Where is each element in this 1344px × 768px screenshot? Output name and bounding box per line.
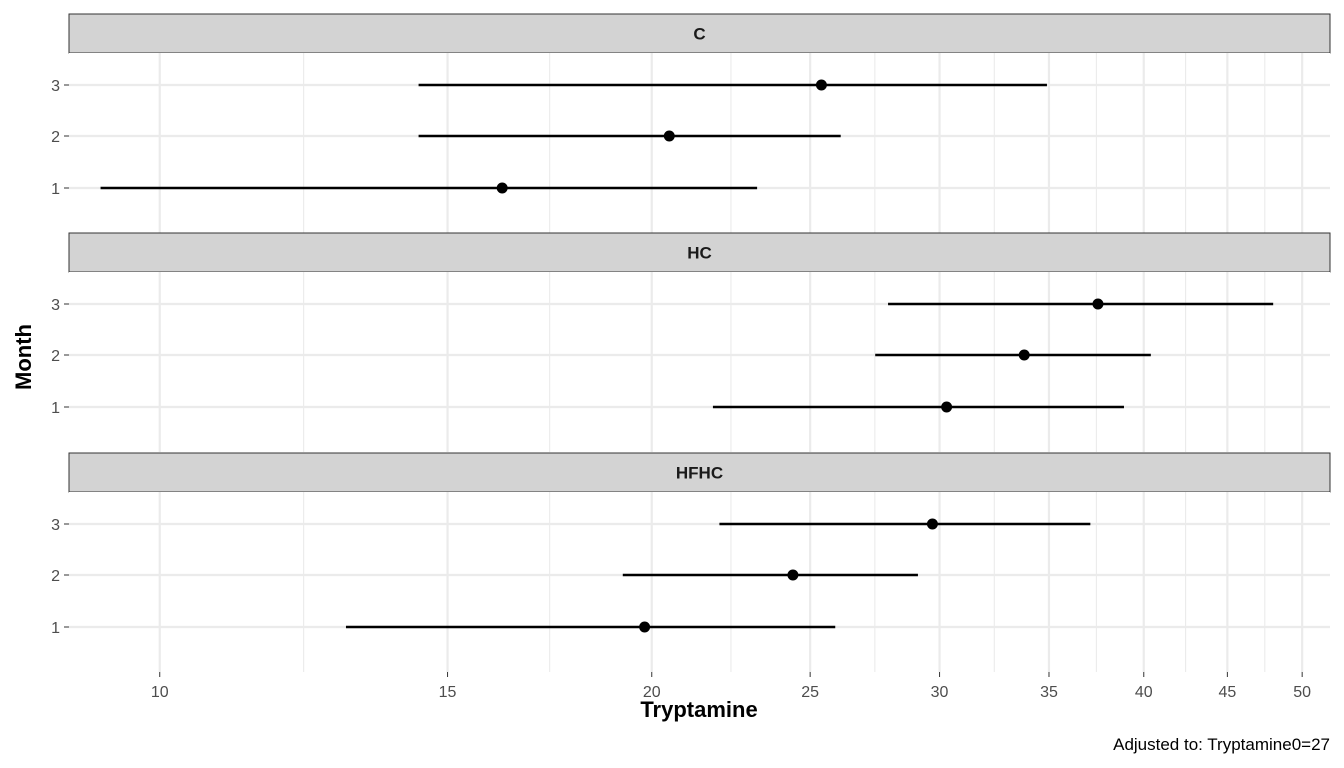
x-tick-label: 20 [643, 684, 661, 701]
y-tick-label: 3 [51, 297, 60, 314]
facet-strip [68, 232, 1331, 273]
x-tick-label: 15 [439, 684, 457, 701]
chart-caption: Adjusted to: Tryptamine0=27 [1113, 735, 1330, 754]
panel-background [69, 53, 1330, 233]
estimate-point [496, 182, 508, 194]
estimate-point [639, 621, 651, 633]
y-tick-label: 1 [51, 181, 60, 198]
x-axis-title: Tryptamine [640, 697, 757, 722]
y-tick-label: 2 [51, 568, 60, 585]
facet-strip-label: C [693, 25, 705, 44]
y-axis-title: Month [11, 324, 36, 390]
x-tick-label: 40 [1135, 684, 1153, 701]
y-tick-label: 2 [51, 348, 60, 365]
facet-strip [68, 452, 1331, 493]
x-tick-label: 35 [1040, 684, 1058, 701]
x-tick-label: 10 [151, 684, 169, 701]
x-tick-label: 50 [1293, 684, 1311, 701]
facet-strip-label: HFHC [676, 464, 723, 483]
estimate-point [815, 79, 827, 91]
estimate-point [787, 569, 799, 581]
x-tick-label: 45 [1218, 684, 1236, 701]
x-tick-label: 30 [931, 684, 949, 701]
estimate-point [663, 130, 675, 142]
estimate-point [1092, 298, 1104, 310]
x-axis: 10 15 20 25 30 35 40 45 50 [151, 672, 1311, 701]
y-tick-label: 1 [51, 400, 60, 417]
facet-hc: HC 1 2 3 [51, 232, 1331, 452]
estimate-point [1018, 349, 1030, 361]
panel-background [69, 492, 1330, 672]
panel-background [69, 272, 1330, 452]
y-tick-label: 3 [51, 517, 60, 534]
facet-strip-label: HC [687, 244, 712, 263]
x-tick-label: 25 [801, 684, 819, 701]
y-tick-label: 3 [51, 78, 60, 95]
y-tick-label: 2 [51, 129, 60, 146]
facet-panels: C 1 2 3 HC 1 2 3 HFHC 1 2 3 [51, 13, 1331, 672]
facet-hfhc: HFHC 1 2 3 [51, 452, 1331, 672]
estimate-point [941, 401, 953, 413]
facet-c: C 1 2 3 [51, 13, 1331, 233]
estimate-point [926, 518, 938, 530]
y-tick-label: 1 [51, 620, 60, 637]
facet-strip [68, 13, 1331, 54]
